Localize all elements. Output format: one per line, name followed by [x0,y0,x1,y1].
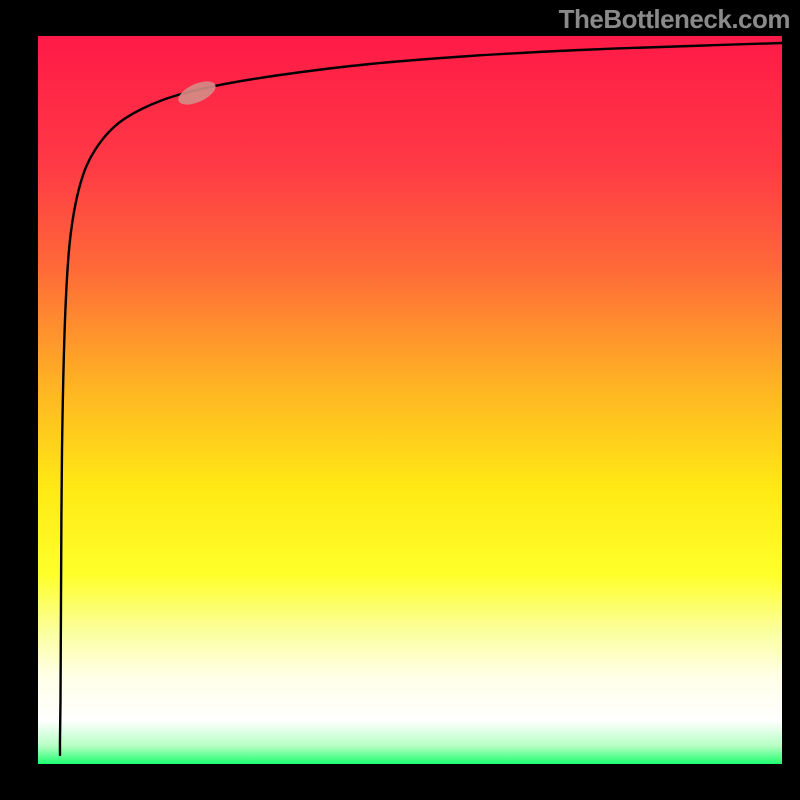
chart-svg [0,0,800,800]
plot-area [38,36,782,764]
chart-frame: TheBottleneck.com [0,0,800,800]
attribution-text: TheBottleneck.com [559,4,790,35]
